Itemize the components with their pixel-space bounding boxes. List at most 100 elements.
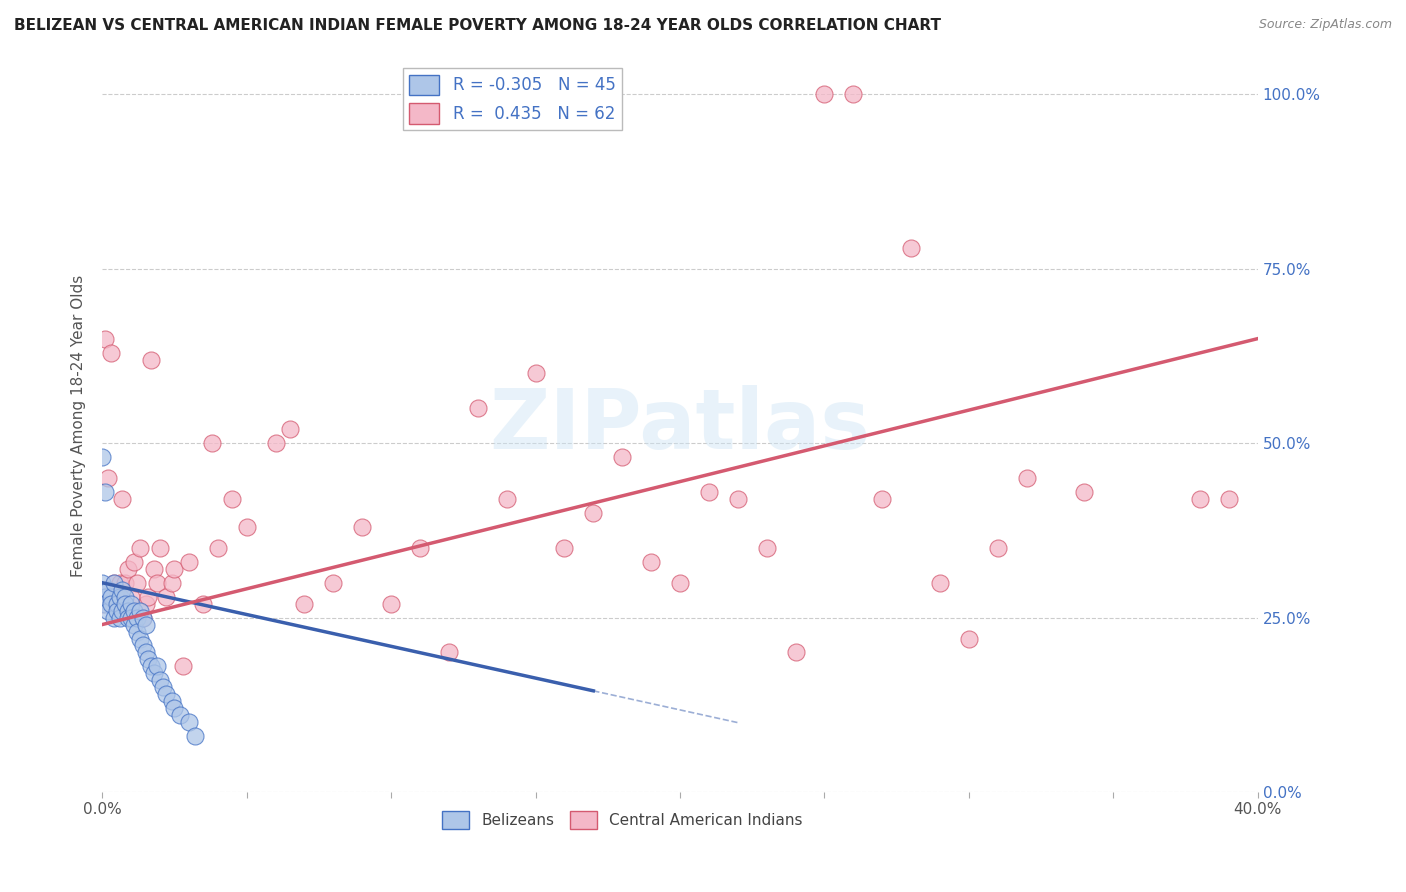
Legend: Belizeans, Central American Indians: Belizeans, Central American Indians <box>436 805 808 836</box>
Text: ZIPatlas: ZIPatlas <box>489 385 870 467</box>
Point <box>183 729 205 743</box>
Point <box>155 590 177 604</box>
Point <box>582 506 605 520</box>
Point <box>100 345 122 359</box>
Point <box>128 541 150 555</box>
Point <box>640 555 662 569</box>
Point <box>120 590 142 604</box>
Point <box>117 604 139 618</box>
Point <box>128 632 150 646</box>
Point <box>135 645 157 659</box>
Point <box>125 575 148 590</box>
Text: BELIZEAN VS CENTRAL AMERICAN INDIAN FEMALE POVERTY AMONG 18-24 YEAR OLDS CORRELA: BELIZEAN VS CENTRAL AMERICAN INDIAN FEMA… <box>14 18 941 33</box>
Point <box>143 666 166 681</box>
Point <box>100 597 122 611</box>
Point <box>111 491 134 506</box>
Point <box>111 582 134 597</box>
Point <box>177 715 200 730</box>
Point <box>105 597 128 611</box>
Point <box>135 597 157 611</box>
Point <box>125 624 148 639</box>
Point <box>727 491 749 506</box>
Point <box>141 352 163 367</box>
Point <box>409 541 432 555</box>
Point <box>149 541 172 555</box>
Point <box>160 575 183 590</box>
Point <box>697 485 720 500</box>
Point <box>1218 491 1240 506</box>
Point <box>128 604 150 618</box>
Point <box>467 401 489 416</box>
Point <box>114 590 136 604</box>
Point <box>553 541 575 555</box>
Point <box>785 645 807 659</box>
Point <box>177 555 200 569</box>
Point <box>120 597 142 611</box>
Point <box>131 639 153 653</box>
Point <box>900 241 922 255</box>
Point <box>201 436 224 450</box>
Point <box>94 590 117 604</box>
Point <box>235 520 257 534</box>
Text: Source: ZipAtlas.com: Source: ZipAtlas.com <box>1258 18 1392 31</box>
Point <box>94 597 117 611</box>
Point <box>135 617 157 632</box>
Point <box>1189 491 1212 506</box>
Point <box>91 450 114 465</box>
Point <box>929 575 952 590</box>
Point <box>149 673 172 688</box>
Point <box>100 590 122 604</box>
Point <box>141 659 163 673</box>
Point <box>117 610 139 624</box>
Point <box>143 562 166 576</box>
Point <box>94 485 117 500</box>
Point <box>495 491 517 506</box>
Point <box>108 590 131 604</box>
Point <box>105 590 128 604</box>
Point <box>221 491 243 506</box>
Point <box>131 610 153 624</box>
Point <box>152 681 174 695</box>
Point <box>957 632 980 646</box>
Point <box>103 575 125 590</box>
Point <box>138 590 160 604</box>
Point <box>163 701 186 715</box>
Point <box>111 604 134 618</box>
Point <box>138 652 160 666</box>
Point <box>524 367 547 381</box>
Point <box>1073 485 1095 500</box>
Point <box>669 575 692 590</box>
Point <box>193 597 215 611</box>
Point <box>114 597 136 611</box>
Point <box>380 597 402 611</box>
Point <box>437 645 460 659</box>
Point <box>103 575 125 590</box>
Y-axis label: Female Poverty Among 18-24 Year Olds: Female Poverty Among 18-24 Year Olds <box>72 275 86 577</box>
Point <box>108 575 131 590</box>
Point <box>172 659 194 673</box>
Point <box>146 575 169 590</box>
Point <box>146 659 169 673</box>
Point <box>169 708 191 723</box>
Point <box>264 436 287 450</box>
Point <box>870 491 893 506</box>
Point <box>114 575 136 590</box>
Point <box>97 604 120 618</box>
Point <box>278 422 301 436</box>
Point <box>91 597 114 611</box>
Point <box>755 541 778 555</box>
Point <box>987 541 1010 555</box>
Point <box>97 471 120 485</box>
Point <box>103 610 125 624</box>
Point <box>352 520 374 534</box>
Point <box>94 332 117 346</box>
Point <box>120 610 142 624</box>
Point <box>108 610 131 624</box>
Point <box>160 694 183 708</box>
Point <box>122 617 145 632</box>
Point <box>842 87 865 102</box>
Point <box>612 450 634 465</box>
Point <box>163 562 186 576</box>
Point <box>131 610 153 624</box>
Point <box>1015 471 1038 485</box>
